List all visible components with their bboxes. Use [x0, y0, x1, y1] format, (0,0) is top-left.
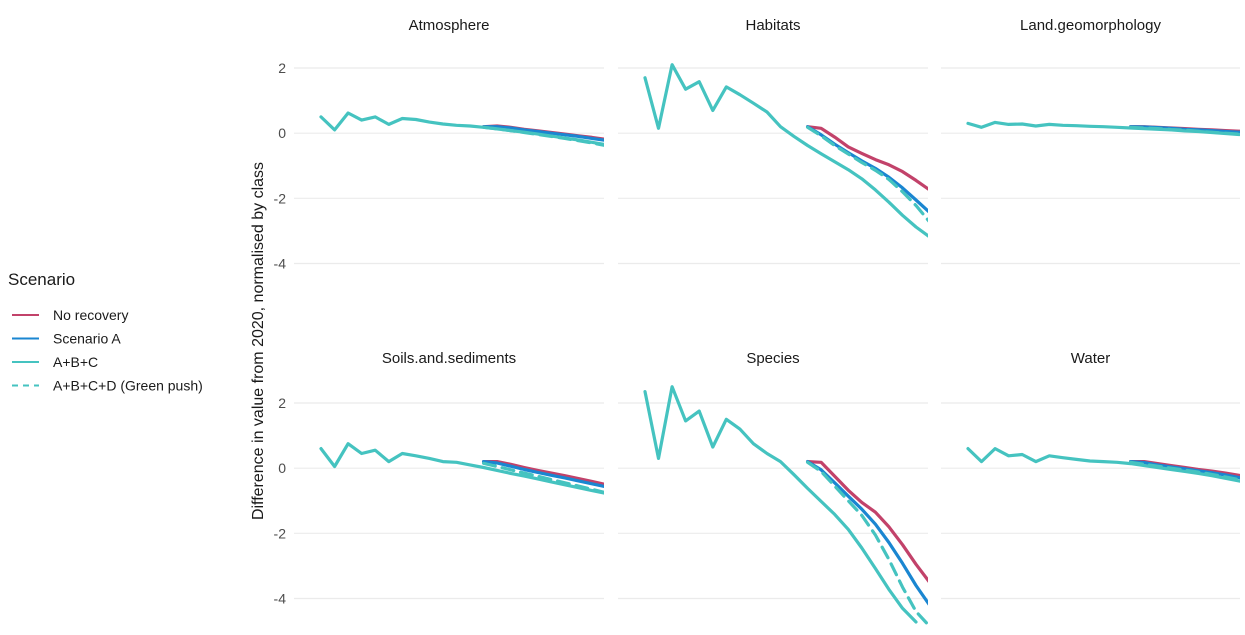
legend-label-a-b-c-d-green-push: A+B+C+D (Green push) [53, 378, 203, 394]
panel-title-atmosphere: Atmosphere [409, 17, 490, 34]
series-line-a-b-c [643, 63, 928, 238]
series-line-no-recovery [806, 460, 928, 583]
series-line-a-b-c-d-green-push [482, 461, 604, 494]
panel-habitats: Habitats [618, 17, 928, 265]
series-line-a-b-c [643, 385, 918, 624]
y-tick-label: -4 [274, 591, 287, 607]
series-line-a-b-c-d-green-push [1129, 125, 1240, 136]
legend-entries: No recovery Scenario A A+B+C A+B+C+D (Green… [12, 307, 203, 394]
y-tick-label: -2 [274, 190, 287, 206]
series-group [643, 385, 928, 627]
y-tick-label: 0 [278, 125, 286, 141]
series-line-a-b-c [319, 111, 604, 146]
panel-title-habitats: Habitats [745, 17, 800, 34]
legend-label-scenario-a: Scenario A [53, 331, 121, 347]
panel-title-species: Species [746, 350, 799, 367]
series-line-a-b-c-d-green-push [806, 460, 928, 627]
series-group [643, 63, 928, 238]
series-line-scenario-a [806, 460, 928, 606]
panel-atmosphere: 2 0 -2 -4 Atmosphere [274, 17, 604, 272]
panel-title-water: Water [1071, 350, 1110, 367]
y-tick-label: 0 [278, 460, 286, 476]
legend-title: Scenario [8, 270, 75, 289]
y-tick-label: 2 [278, 395, 286, 411]
series-line-a-b-c-d-green-push [482, 125, 604, 147]
series-line-a-b-c-d-green-push [806, 125, 928, 223]
panel-land-geomorphology: Land.geomorphology [941, 17, 1240, 265]
y-tick-label: -4 [274, 256, 287, 272]
legend: Scenario No recovery Scenario A A+B+C A+B+C… [8, 270, 203, 394]
series-group [966, 447, 1240, 483]
panel-title-land-geomorphology: Land.geomorphology [1020, 17, 1161, 34]
y-tick-label: -2 [274, 525, 287, 541]
legend-label-no-recovery: No recovery [53, 307, 128, 323]
series-line-scenario-a [482, 460, 604, 489]
y-tick-label: 2 [278, 60, 286, 76]
series-group [966, 120, 1240, 137]
panel-water: Water [941, 350, 1240, 600]
series-line-a-b-c-d-green-push [1129, 460, 1240, 482]
panel-soils-and-sediments: 2 0 -2 -4 Soils.and.sediments [274, 350, 604, 607]
panel-title-soils-and-sediments: Soils.and.sediments [382, 350, 516, 367]
panel-species: Species [618, 350, 928, 627]
series-line-scenario-a [482, 125, 604, 142]
y-axis-title: Difference in value from 2020, normalise… [250, 162, 267, 520]
series-line-no-recovery [806, 125, 928, 191]
series-line-no-recovery [482, 460, 604, 486]
legend-label-a-b-c: A+B+C [53, 354, 98, 370]
series-group [319, 111, 604, 147]
panels: 2 0 -2 -4 Atmosphere Habitats Land.geomorpholo… [274, 17, 1240, 627]
series-group [319, 442, 604, 495]
